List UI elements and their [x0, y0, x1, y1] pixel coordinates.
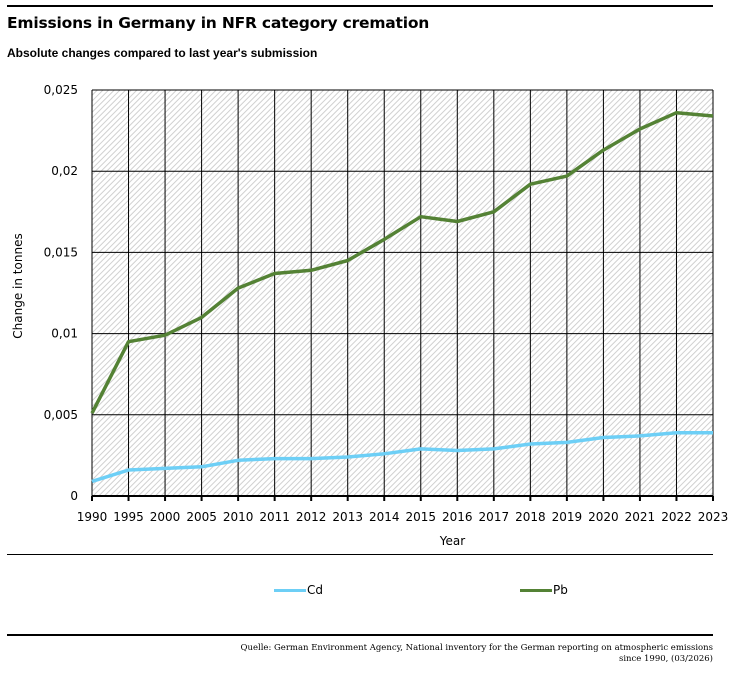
x-tick-label: 2016 [442, 510, 473, 524]
y-tick-label: 0,005 [44, 408, 78, 422]
x-axis-title: Year [439, 534, 465, 548]
legend-swatch-pb [520, 588, 552, 592]
x-tick-label: 2011 [259, 510, 290, 524]
legend-item-pb: Pb [520, 583, 568, 597]
y-tick-label: 0 [70, 489, 78, 503]
x-tick-label: 2005 [186, 510, 217, 524]
y-axis-title: Change in tonnes [11, 233, 25, 338]
x-tick-label: 2021 [625, 510, 656, 524]
legend-swatch-cd [274, 588, 306, 592]
source-line-1: Quelle: German Environment Agency, Natio… [240, 643, 714, 653]
source-note: Quelle: German Environment Agency, Natio… [213, 643, 714, 665]
chart-title: Emissions in Germany in NFR category cre… [7, 14, 430, 32]
plot-area [92, 90, 713, 496]
y-tick-label: 0,015 [44, 245, 78, 259]
x-tick-label: 1990 [77, 510, 108, 524]
source-line-2: since 1990, (03/2026) [618, 654, 713, 664]
legend-separator [7, 554, 713, 555]
legend-item-cd: Cd [274, 583, 323, 597]
series-line-cd [91, 430, 713, 484]
x-tick-label: 2018 [515, 510, 546, 524]
y-tick-label: 0,01 [51, 327, 78, 341]
x-tick-label: 1995 [113, 510, 144, 524]
x-tick-label: 2020 [588, 510, 619, 524]
series-line-pb [90, 110, 714, 414]
chart-subtitle: Absolute changes compared to last year's… [7, 46, 318, 60]
x-tick-label: 2010 [223, 510, 254, 524]
y-tick-label: 0,025 [44, 83, 78, 97]
x-tick-label: 2022 [661, 510, 692, 524]
legend-label-cd: Cd [307, 583, 323, 597]
x-tick-label: 2017 [479, 510, 510, 524]
top-rule [7, 5, 713, 7]
y-tick-label: 0,02 [51, 164, 78, 178]
x-tick-label: 2013 [332, 510, 363, 524]
x-tick-label: 2000 [150, 510, 181, 524]
x-tick-label: 2019 [552, 510, 583, 524]
footer-rule [7, 634, 713, 636]
x-tick-label: 2012 [296, 510, 327, 524]
legend-label-pb: Pb [553, 583, 568, 597]
x-tick-label: 2023 [698, 510, 729, 524]
x-tick-label: 2014 [369, 510, 400, 524]
x-tick-label: 2015 [405, 510, 436, 524]
